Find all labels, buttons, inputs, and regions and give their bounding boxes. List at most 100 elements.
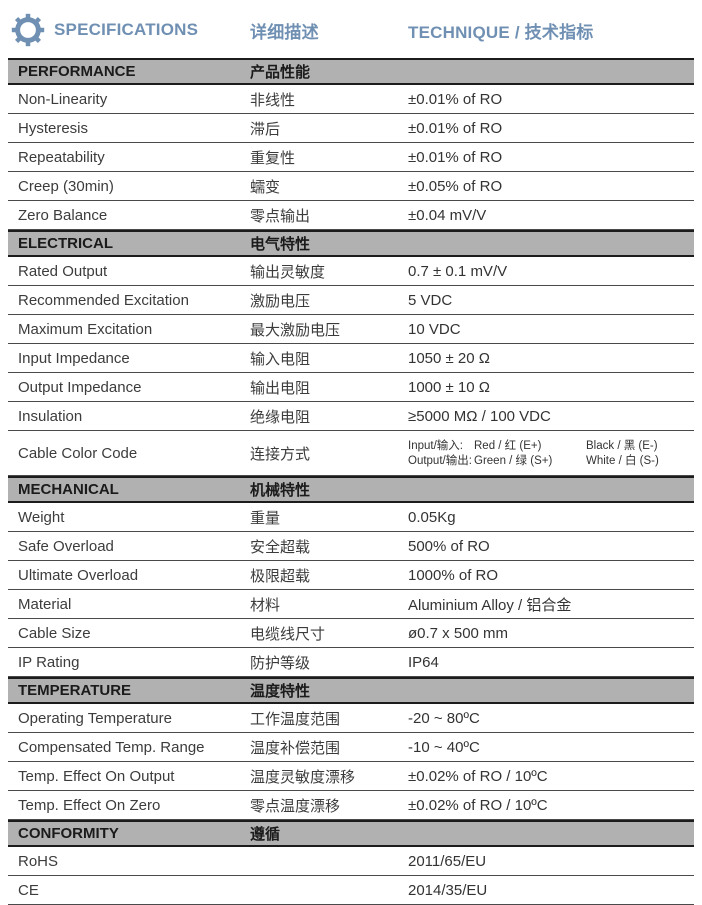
table-row: Non-Linearity 非线性 ±0.01% of RO [8, 85, 694, 114]
table-row: Operating Temperature 工作温度范围 -20 ~ 80ºC [8, 704, 694, 733]
table-row: Cable Size 电缆线尺寸 ø0.7 x 500 mm [8, 619, 694, 648]
table-row: Temp. Effect On Zero 零点温度漂移 ±0.02% of RO /… [8, 791, 694, 820]
spec-name-en: Rated Output [18, 262, 108, 280]
spec-value: ±0.05% of RO [408, 177, 503, 195]
table-row: Temp. Effect On Output 温度灵敏度漂移 ±0.02% of R… [8, 762, 694, 791]
spec-value: 2014/35/EU [408, 881, 488, 899]
table-row: Repeatability 重复性 ±0.01% of RO [8, 143, 694, 172]
spec-name-cn: 安全超载 [250, 538, 311, 556]
spec-value: 1050 ± 20 Ω [408, 349, 491, 367]
table-row: RoHS 2011/65/EU [8, 847, 694, 876]
section-header: PERFORMANCE 产品性能 [8, 58, 694, 85]
section-header: MECHANICAL 机械特性 [8, 476, 694, 503]
spec-name-cn: 非线性 [250, 91, 296, 109]
spec-name-en: Insulation [18, 407, 83, 425]
spec-name-en: Recommended Excitation [18, 291, 189, 309]
spec-name-cn: 温度灵敏度漂移 [250, 768, 356, 786]
spec-value: ±0.01% of RO [408, 119, 503, 137]
section-title-cn: 产品性能 [250, 64, 311, 81]
table-row: Zero Balance 零点输出 ±0.04 mV/V [8, 201, 694, 230]
spec-value: ±0.01% of RO [408, 148, 503, 166]
table-row: Insulation 绝缘电阻 ≥5000 MΩ / 100 VDC [8, 402, 694, 431]
spec-name-cn: 最大激励电压 [250, 321, 341, 339]
spec-name-cn: 重复性 [250, 149, 296, 167]
spec-name-en: Safe Overload [18, 537, 114, 555]
spec-name-cn: 零点输出 [250, 207, 311, 225]
spec-name-cn: 零点温度漂移 [250, 797, 341, 815]
spec-name-cn: 材料 [250, 596, 281, 614]
table-row: Cable Color Code 连接方式 Input/输入: Red / 红 (E+… [8, 431, 694, 476]
page-title: SPECIFICATIONS [54, 20, 199, 39]
spec-name-cn: 工作温度范围 [250, 710, 341, 728]
section-title-cn: 机械特性 [250, 482, 311, 499]
spec-value: ±0.01% of RO [408, 90, 503, 108]
cable-code-label: Input/输入: [408, 439, 463, 452]
table-row: Maximum Excitation 最大激励电压 10 VDC [8, 315, 694, 344]
spec-name-en: Maximum Excitation [18, 320, 153, 338]
spec-value: 0.7 ± 0.1 mV/V [408, 262, 508, 280]
header-column-chinese: 详细描述 [250, 22, 319, 42]
spec-name-cn: 蠕变 [250, 178, 281, 196]
section-title-cn: 遵循 [250, 826, 281, 843]
table-row: Weight 重量 0.05Kg [8, 503, 694, 532]
table-row: Compensated Temp. Range 温度补偿范围 -10 ~ 40ºC [8, 733, 694, 762]
spec-value: 500% of RO [408, 537, 490, 555]
spec-value: 0.05Kg [408, 508, 456, 526]
table-row: Material 材料 Aluminium Alloy / 铝合金 [8, 590, 694, 619]
spec-value: IP64 [408, 653, 439, 671]
spec-name-cn: 重量 [250, 509, 281, 527]
table-row: Hysteresis 滞后 ±0.01% of RO [8, 114, 694, 143]
spec-table: PERFORMANCE 产品性能 Non-Linearity 非线性 ±0.01% of… [8, 58, 694, 905]
spec-name-cn: 输出电阻 [250, 379, 311, 397]
table-row: Creep (30min) 蠕变 ±0.05% of RO [8, 172, 694, 201]
spec-name-cn: 滞后 [250, 120, 281, 138]
gear-icon [11, 13, 45, 47]
table-row: Rated Output 输出灵敏度 0.7 ± 0.1 mV/V [8, 257, 694, 286]
table-row: Ultimate Overload 极限超载 1000% of RO [8, 561, 694, 590]
spec-name-en: Temp. Effect On Zero [18, 796, 161, 814]
spec-name-en: Weight [18, 508, 65, 526]
header-title-group: SPECIFICATIONS [10, 12, 250, 48]
section-title-en: TEMPERATURE [18, 682, 132, 699]
section-title-cn: 电气特性 [250, 236, 311, 253]
cable-code-value-a: Red / 红 (E+) [474, 439, 542, 452]
page-header: SPECIFICATIONS 详细描述 TECHNIQUE / 技术指标 [0, 0, 702, 56]
table-row: IP Rating 防护等级 IP64 [8, 648, 694, 677]
section-title-cn: 温度特性 [250, 683, 311, 700]
spec-value: ±0.02% of RO / 10ºC [408, 767, 548, 785]
spec-name-cn: 电缆线尺寸 [250, 625, 326, 643]
spec-value: Aluminium Alloy / 铝合金 [408, 596, 572, 614]
spec-value: -20 ~ 80ºC [408, 709, 480, 727]
spec-name-en: Output Impedance [18, 378, 142, 396]
cable-code-value-b: Black / 黑 (E-) [586, 439, 658, 452]
table-row: Safe Overload 安全超载 500% of RO [8, 532, 694, 561]
spec-name-cn: 极限超载 [250, 567, 311, 585]
section-header: ELECTRICAL 电气特性 [8, 230, 694, 257]
spec-name-cn: 防护等级 [250, 654, 311, 672]
spec-value: ±0.02% of RO / 10ºC [408, 796, 548, 814]
spec-name-en: Hysteresis [18, 119, 89, 137]
spec-name-en: Repeatability [18, 148, 105, 166]
spec-name-en: Ultimate Overload [18, 566, 139, 584]
spec-value-multiline: Input/输入: Red / 红 (E+) Black / 黑 (E-) Outpu… [408, 439, 694, 468]
table-row: Output Impedance 输出电阻 1000 ± 10 Ω [8, 373, 694, 402]
spec-value: 2011/65/EU [408, 852, 487, 870]
spec-name-en: RoHS [18, 852, 59, 870]
section-title-en: CONFORMITY [18, 825, 119, 842]
spec-value: 1000% of RO [408, 566, 499, 584]
table-row: CE 2014/35/EU [8, 876, 694, 905]
section-title-en: MECHANICAL [18, 481, 119, 498]
spec-name-en: Cable Color Code [18, 444, 138, 462]
cable-code-label: Output/输出: [408, 454, 472, 467]
cable-code-line: Input/输入: Red / 红 (E+) Black / 黑 (E-) [408, 439, 694, 453]
spec-name-cn: 输出灵敏度 [250, 263, 326, 281]
table-row: Recommended Excitation 激励电压 5 VDC [8, 286, 694, 315]
section-header: CONFORMITY 遵循 [8, 820, 694, 847]
spec-name-cn: 绝缘电阻 [250, 408, 311, 426]
spec-value: -10 ~ 40ºC [408, 738, 480, 756]
spec-name-en: CE [18, 881, 39, 899]
spec-name-en: Material [18, 595, 72, 613]
spec-name-en: Compensated Temp. Range [18, 738, 205, 756]
section-title-en: PERFORMANCE [18, 63, 136, 80]
